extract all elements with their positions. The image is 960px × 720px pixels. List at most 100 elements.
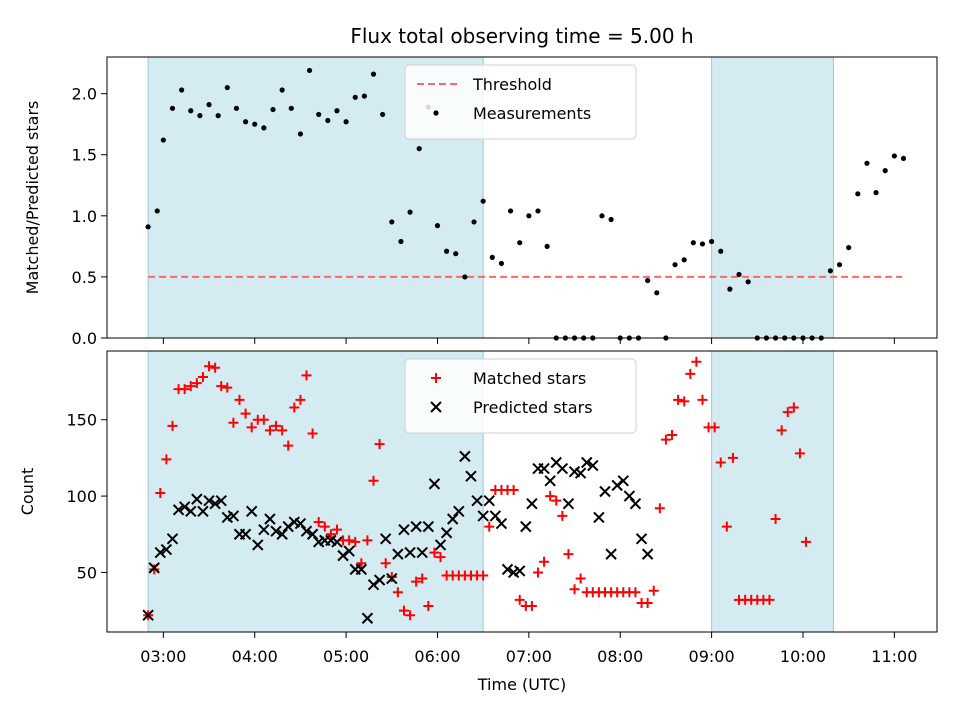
predicted-point [379, 533, 392, 545]
predicted-point [410, 520, 422, 533]
measurement-point [279, 87, 285, 93]
matched-point [167, 420, 178, 431]
matched-point [368, 475, 379, 486]
predicted-point [148, 562, 160, 574]
measurement-point [873, 190, 879, 196]
measurement-point [498, 260, 505, 267]
matched-point [240, 408, 251, 419]
y-tick-label: 100 [66, 487, 97, 506]
matched-point [246, 422, 257, 433]
measurement-point [434, 223, 441, 229]
matched-point [727, 452, 738, 463]
legend-label: Threshold [472, 75, 552, 94]
matched-point [179, 384, 190, 395]
matched-point [264, 425, 275, 436]
y-axis-label: Matched/Predicted stars [23, 101, 42, 295]
measurement-point [846, 244, 852, 251]
measurement-point [352, 94, 358, 100]
predicted-point [142, 609, 154, 621]
matched-point [313, 517, 324, 528]
predicted-point [520, 520, 532, 533]
predicted-point [227, 510, 240, 522]
predicted-point [556, 462, 569, 475]
matched-point [149, 564, 160, 575]
predicted-point [440, 527, 453, 539]
measurement-point [444, 248, 450, 254]
matched-point [801, 536, 812, 547]
measurement-point [699, 241, 706, 247]
measurement-point [398, 238, 404, 245]
predicted-point [599, 485, 611, 498]
predicted-point [264, 513, 276, 525]
chart-title: Flux total observing time = 5.00 h [350, 24, 693, 48]
shaded-interval [711, 56, 834, 339]
matched-point [776, 425, 787, 436]
legend-swatch [433, 110, 439, 116]
measurement-point [718, 248, 724, 254]
measurement-point [270, 106, 276, 113]
predicted-point [355, 563, 368, 576]
predicted-point [294, 517, 307, 530]
matched-point [277, 425, 288, 436]
measurement-point [727, 286, 733, 292]
x-tick-label: 09:00 [689, 647, 735, 666]
predicted-point [361, 612, 374, 624]
y-tick-label: 50 [77, 563, 97, 582]
matched-point [575, 573, 586, 584]
matched-point [283, 440, 294, 451]
matched-point [691, 356, 702, 367]
predicted-point [398, 523, 410, 536]
x-axis-label: Time (UTC) [477, 675, 566, 694]
predicted-point [367, 578, 380, 591]
predicted-point [635, 533, 648, 545]
x-tick-label: 11:00 [871, 647, 917, 666]
matched-point [216, 381, 227, 392]
matched-point [344, 535, 355, 546]
matched-point [325, 529, 336, 540]
matched-point [782, 407, 793, 418]
y-tick-label: 0.0 [72, 329, 97, 348]
measurement-point [855, 191, 861, 197]
predicted-point [178, 501, 191, 513]
measurement-point [900, 155, 907, 162]
predicted-point [252, 539, 264, 551]
matched-point [295, 394, 306, 405]
measurement-point [864, 160, 870, 166]
predicted-point [514, 565, 526, 577]
legend-box [404, 358, 637, 434]
matched-point [417, 573, 428, 584]
predicted-point [258, 523, 270, 536]
measurement-point [517, 240, 523, 246]
measurement-point [736, 271, 742, 278]
measurement-point [215, 113, 221, 119]
measurement-point [608, 216, 614, 223]
measurement-point [334, 108, 340, 114]
matched-point [161, 454, 172, 465]
legend: Matched stars Predicted stars [404, 358, 637, 434]
predicted-point [574, 467, 587, 479]
predicted-point [471, 494, 483, 507]
legend-swatch [430, 401, 442, 413]
measurement-point [462, 274, 468, 280]
measurement-point [645, 277, 651, 284]
measurement-point [480, 198, 486, 204]
measurement-point [188, 108, 194, 114]
matched-point [155, 488, 166, 499]
predicted-point [300, 525, 313, 537]
matched-point [289, 402, 300, 413]
predicted-point [197, 505, 209, 518]
predicted-point [276, 528, 288, 540]
matched-point [484, 521, 495, 532]
measurement-point [836, 262, 843, 268]
predicted-point [185, 505, 197, 518]
predicted-point [641, 548, 654, 560]
matched-point [673, 394, 684, 405]
predicted-point [434, 539, 447, 551]
legend: Threshold Measurements [404, 64, 637, 140]
matched-point [234, 394, 245, 405]
predicted-point [306, 528, 319, 540]
predicted-point [587, 459, 599, 472]
x-tick-label: 03:00 [140, 647, 186, 666]
matched-point [362, 535, 373, 546]
